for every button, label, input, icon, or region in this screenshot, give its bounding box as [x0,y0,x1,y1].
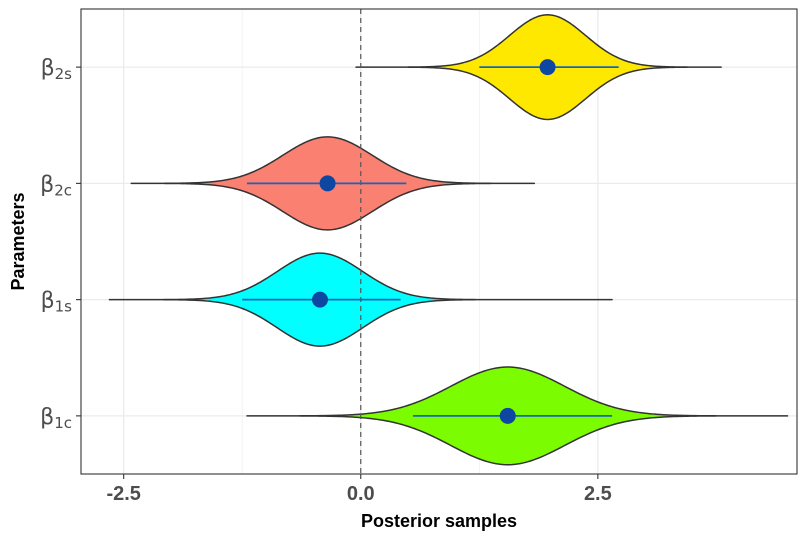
y-tick-label-subscript: 1c [54,414,72,432]
median-point-2c [319,175,336,192]
y-axis-title: Parameters [8,192,28,290]
median-point-1s [311,291,328,308]
y-tick-label-symbol: β [41,289,55,314]
y-tick-label-1c: β1c [40,405,72,432]
x-tick-label: 2.5 [584,483,612,505]
x-tick-label: 0.0 [347,483,375,505]
x-axis-ticks: -2.5 0.0 2.5 [106,474,612,505]
median-point-2s [539,59,556,76]
y-tick-label-1s: β1s [41,289,73,316]
y-tick-label-symbol: β [41,56,55,81]
median-point-1c [499,407,516,424]
y-tick-label-subscript: 2s [55,65,73,83]
y-tick-label-subscript: 2c [54,181,72,199]
plot-panel-border [80,8,798,475]
x-tick-label: -2.5 [106,483,140,505]
x-axis-title: Posterior samples [361,511,517,531]
interval-layer [242,59,619,424]
y-tick-label-symbol: β [40,172,54,197]
y-tick-label-2s: β2s [41,56,73,83]
y-tick-label-symbol: β [40,405,54,430]
y-tick-label-2c: β2c [40,172,72,199]
y-tick-label-subscript: 1s [55,298,73,316]
